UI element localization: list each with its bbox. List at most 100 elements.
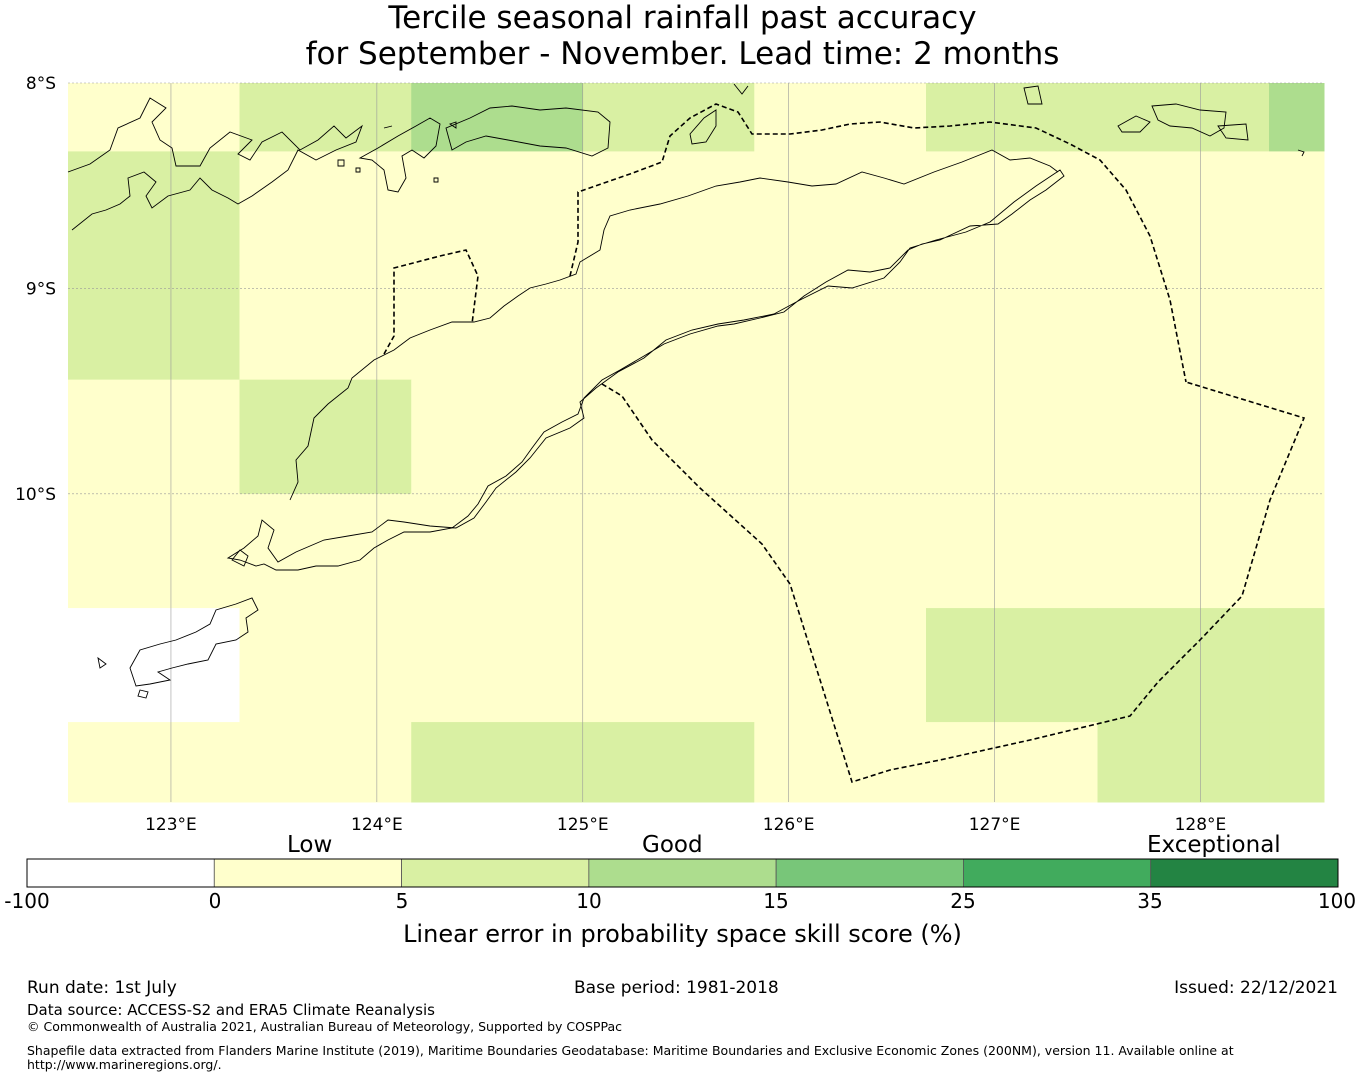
skill-cell bbox=[925, 379, 1099, 495]
skill-cell bbox=[754, 151, 927, 267]
skill-cell bbox=[239, 151, 412, 267]
colorbar-tick: 15 bbox=[763, 889, 789, 913]
coastline-island-alor bbox=[445, 105, 611, 157]
skill-cell bbox=[411, 83, 584, 152]
skill-cell bbox=[925, 265, 1099, 381]
skill-cell bbox=[754, 379, 927, 495]
skill-cell bbox=[1269, 608, 1325, 723]
skill-cell bbox=[1097, 379, 1270, 495]
skill-cell bbox=[754, 265, 927, 381]
skill-cell bbox=[68, 608, 241, 723]
colorbar-tick: -100 bbox=[4, 889, 50, 913]
skill-cell bbox=[1269, 722, 1325, 803]
skill-cell bbox=[411, 151, 584, 267]
skill-cell bbox=[1269, 83, 1325, 152]
skill-cell bbox=[68, 722, 241, 803]
skill-cell bbox=[754, 83, 927, 152]
coastline-roti bbox=[97, 597, 259, 699]
boundary-timor-leste-south bbox=[601, 381, 1306, 784]
colorbar-segment bbox=[213, 858, 402, 888]
colorbar bbox=[26, 858, 1339, 888]
coastline-east-tip bbox=[1297, 149, 1305, 157]
skill-cell bbox=[68, 265, 241, 381]
skill-cell bbox=[239, 379, 412, 495]
latitude-label: 8°S bbox=[26, 74, 56, 94]
chart-title-line2: for September - November. Lead time: 2 m… bbox=[305, 36, 1060, 72]
skill-cell bbox=[239, 83, 412, 152]
skill-cell bbox=[582, 379, 755, 495]
colorbar-segment bbox=[588, 858, 777, 888]
skill-cell bbox=[411, 608, 584, 723]
base-period: Base period: 1981-2018 bbox=[574, 978, 779, 998]
skill-cell bbox=[754, 608, 927, 723]
boundary-oecusse bbox=[383, 249, 479, 355]
coastline-island-pantar bbox=[358, 117, 441, 193]
skill-cell bbox=[925, 83, 1099, 152]
colorbar-category-exceptional: Exceptional bbox=[1147, 832, 1281, 858]
longitude-label: 127°E bbox=[969, 815, 1021, 835]
skill-cell bbox=[1269, 265, 1325, 381]
coastline-small-dots bbox=[337, 83, 749, 183]
coastline-timor-north bbox=[289, 149, 1059, 501]
skill-cell bbox=[1097, 722, 1270, 803]
lat-lon-gridlines bbox=[68, 82, 1324, 802]
skill-cell bbox=[1097, 265, 1270, 381]
skill-cell bbox=[582, 493, 755, 609]
skill-cell bbox=[411, 722, 584, 803]
skill-cell bbox=[754, 722, 927, 803]
skill-cell bbox=[754, 493, 927, 609]
colorbar-segment bbox=[963, 858, 1152, 888]
colorbar-category-low: Low bbox=[287, 832, 333, 858]
longitude-label: 125°E bbox=[557, 815, 609, 835]
skill-cell bbox=[239, 265, 412, 381]
colorbar-tick: 35 bbox=[1137, 889, 1163, 913]
skill-cell bbox=[925, 493, 1099, 609]
issued-date: Issued: 22/12/2021 bbox=[1174, 978, 1338, 998]
chart-title-line1: Tercile seasonal rainfall past accuracy bbox=[388, 0, 977, 36]
colorbar-tick: 100 bbox=[1317, 889, 1357, 913]
skill-cell bbox=[1269, 493, 1325, 609]
coastline-timor bbox=[226, 169, 1065, 571]
skill-cell bbox=[68, 493, 241, 609]
skill-cell bbox=[239, 493, 412, 609]
coastline-island-atauro bbox=[689, 109, 717, 145]
data-source: Data source: ACCESS-S2 and ERA5 Climate … bbox=[27, 1001, 435, 1019]
coastlines bbox=[67, 83, 1305, 699]
shapefile-credit-line1: Shapefile data extracted from Flanders M… bbox=[27, 1043, 1234, 1058]
run-date: Run date: 1st July bbox=[27, 978, 177, 998]
colorbar-label: Linear error in probability space skill … bbox=[403, 920, 962, 948]
coastline-semau bbox=[231, 549, 249, 567]
axis-labels: 8°S 9°S 10°S 123°E 124°E 125°E 126°E 127°E 128°E bbox=[15, 74, 1226, 835]
skill-cell bbox=[68, 83, 241, 152]
colorbar-category-good: Good bbox=[642, 832, 703, 858]
maritime-boundaries bbox=[383, 103, 1306, 784]
colorbar-segment bbox=[1150, 858, 1339, 888]
skill-cell bbox=[582, 722, 755, 803]
colorbar-segment bbox=[26, 858, 215, 888]
colorbar-tick: 5 bbox=[395, 889, 409, 913]
skill-cell bbox=[411, 493, 584, 609]
skill-cell bbox=[1269, 379, 1325, 495]
skill-cell bbox=[925, 151, 1099, 267]
colorbar-frame bbox=[26, 858, 1339, 888]
longitude-label: 123°E bbox=[145, 815, 197, 835]
skill-cell bbox=[411, 379, 584, 495]
skill-cell bbox=[925, 722, 1099, 803]
latitude-label: 9°S bbox=[26, 279, 56, 299]
copyright: © Commonwealth of Australia 2021, Austra… bbox=[27, 1019, 622, 1034]
longitude-label: 126°E bbox=[763, 815, 815, 835]
skill-cell bbox=[1097, 608, 1270, 723]
colorbar-tick: 25 bbox=[950, 889, 976, 913]
skill-cell bbox=[582, 608, 755, 723]
longitude-label: 128°E bbox=[1175, 815, 1227, 835]
skill-cell bbox=[68, 151, 241, 267]
boundary-timor-leste-north bbox=[569, 103, 1187, 383]
skill-cell bbox=[239, 608, 412, 723]
longitude-label: 124°E bbox=[351, 815, 403, 835]
skill-cell bbox=[582, 265, 755, 381]
shapefile-credit-line2: http://www.marineregions.org/. bbox=[27, 1057, 222, 1072]
skill-cell bbox=[1097, 83, 1270, 152]
skill-cell bbox=[239, 722, 412, 803]
coastline-north-islands bbox=[67, 97, 363, 231]
